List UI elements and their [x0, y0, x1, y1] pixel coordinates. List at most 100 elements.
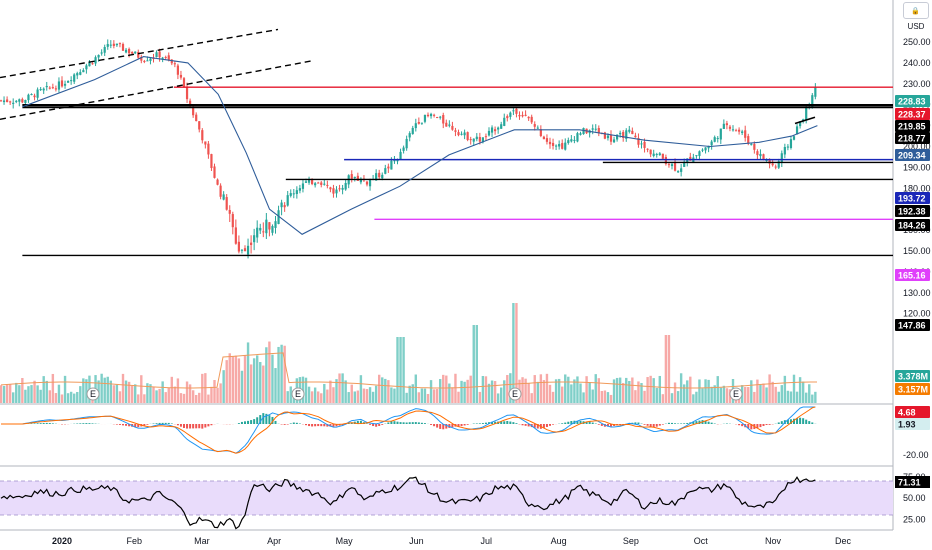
- volume-bar: [503, 380, 506, 403]
- volume-bar: [109, 380, 112, 403]
- volume-bar: [207, 394, 210, 403]
- macd-histogram-bar: [600, 424, 603, 426]
- macd-histogram-bar: [704, 420, 707, 424]
- volume-bar: [213, 380, 216, 403]
- volume-bar: [320, 393, 323, 403]
- macd-histogram-bar: [170, 423, 173, 424]
- macd-histogram-bar: [51, 423, 54, 424]
- candle-body: [146, 60, 149, 62]
- time-axis-label: 2020: [52, 536, 72, 546]
- volume-bar: [405, 392, 408, 403]
- volume-bar: [143, 394, 146, 403]
- candle-body: [490, 127, 494, 133]
- earnings-marker[interactable]: E: [729, 387, 743, 401]
- volume-bar: [112, 385, 116, 403]
- candle-body: [213, 166, 216, 178]
- candle-body: [307, 178, 311, 183]
- price-axis-label: 250.00: [903, 37, 931, 47]
- price-tag: 228.83: [895, 95, 930, 107]
- volume-bar: [801, 381, 805, 403]
- candle-body: [304, 181, 308, 183]
- candle-body: [805, 107, 808, 121]
- currency-button[interactable]: 🔒 USD: [903, 2, 929, 31]
- volume-bar: [146, 383, 149, 403]
- volume-bar: [170, 376, 173, 403]
- volume-bar: [695, 391, 698, 403]
- volume-bar: [76, 391, 79, 403]
- candle-body: [387, 166, 390, 169]
- candle-body: [204, 141, 207, 145]
- candle-body: [777, 161, 780, 168]
- volume-bar: [191, 390, 195, 403]
- volume-bar: [603, 390, 607, 403]
- volume-bar: [402, 337, 405, 403]
- volume-bar: [536, 381, 539, 403]
- macd-histogram-bar: [521, 424, 524, 426]
- volume-bar: [161, 381, 164, 403]
- macd-histogram-bar: [48, 423, 51, 424]
- volume-bar: [127, 381, 131, 403]
- candle-body: [67, 81, 70, 83]
- macd-histogram-bar: [649, 424, 652, 427]
- candle-body: [76, 73, 79, 76]
- volume-bar: [176, 378, 180, 403]
- macd-histogram-bar: [646, 424, 649, 426]
- macd-tag-box: [895, 406, 930, 418]
- candle-body: [283, 205, 286, 208]
- candle-body: [2, 100, 6, 103]
- candle-body: [518, 115, 521, 117]
- candle-body: [402, 147, 405, 151]
- volume-bar: [408, 385, 411, 403]
- price-axis-label: 200.00: [903, 142, 931, 152]
- volume-bar: [292, 394, 295, 403]
- candle-body: [246, 245, 250, 255]
- volume-bar: [570, 384, 573, 403]
- macd-histogram-bar: [369, 424, 372, 425]
- price-tag-value: 165.16: [898, 271, 926, 281]
- volume-bar: [744, 386, 747, 403]
- candle-body: [789, 139, 793, 149]
- candle-body: [686, 158, 689, 163]
- volume-bar: [554, 379, 558, 403]
- candle-body: [216, 179, 219, 185]
- macd-histogram-bar: [387, 422, 390, 424]
- earnings-marker[interactable]: E: [291, 387, 305, 401]
- candle-body: [140, 56, 143, 61]
- time-axis-label: Sep: [623, 536, 639, 546]
- macd-histogram-bar: [274, 420, 277, 424]
- earnings-marker[interactable]: E: [86, 387, 100, 401]
- volume-bar: [48, 390, 51, 403]
- macd-histogram-bar: [686, 422, 689, 424]
- volume-bar: [786, 390, 790, 403]
- macd-histogram-bar: [457, 424, 460, 427]
- time-axis-label: Oct: [694, 536, 709, 546]
- signal-tag: 1.93: [895, 418, 930, 430]
- macd-histogram-bar: [237, 423, 240, 424]
- volume-bar: [460, 380, 463, 403]
- candle-body: [576, 133, 579, 142]
- volume-bar: [710, 386, 713, 403]
- candle-body: [716, 138, 719, 140]
- candle-body: [271, 226, 274, 233]
- candle-body: [417, 122, 420, 124]
- macd-histogram-bar: [762, 424, 765, 427]
- price-tag: 228.37: [895, 108, 930, 120]
- macd-histogram-bar: [250, 420, 253, 424]
- volume-bar: [719, 387, 722, 403]
- volume-bar: [414, 374, 417, 403]
- candle-body: [765, 160, 768, 162]
- volume-bar: [286, 391, 289, 403]
- candle-body: [381, 174, 384, 179]
- candle-body: [36, 89, 39, 98]
- volume-bar: [512, 303, 515, 403]
- candle-body: [756, 151, 759, 156]
- macd-histogram-bar: [143, 424, 146, 426]
- macd-histogram-bar: [195, 424, 198, 429]
- macd-histogram-bar: [335, 424, 338, 427]
- volume-bar: [256, 355, 259, 403]
- volume-bar: [222, 370, 225, 403]
- earnings-marker[interactable]: E: [508, 387, 522, 401]
- rsi-tag-box: [895, 476, 930, 488]
